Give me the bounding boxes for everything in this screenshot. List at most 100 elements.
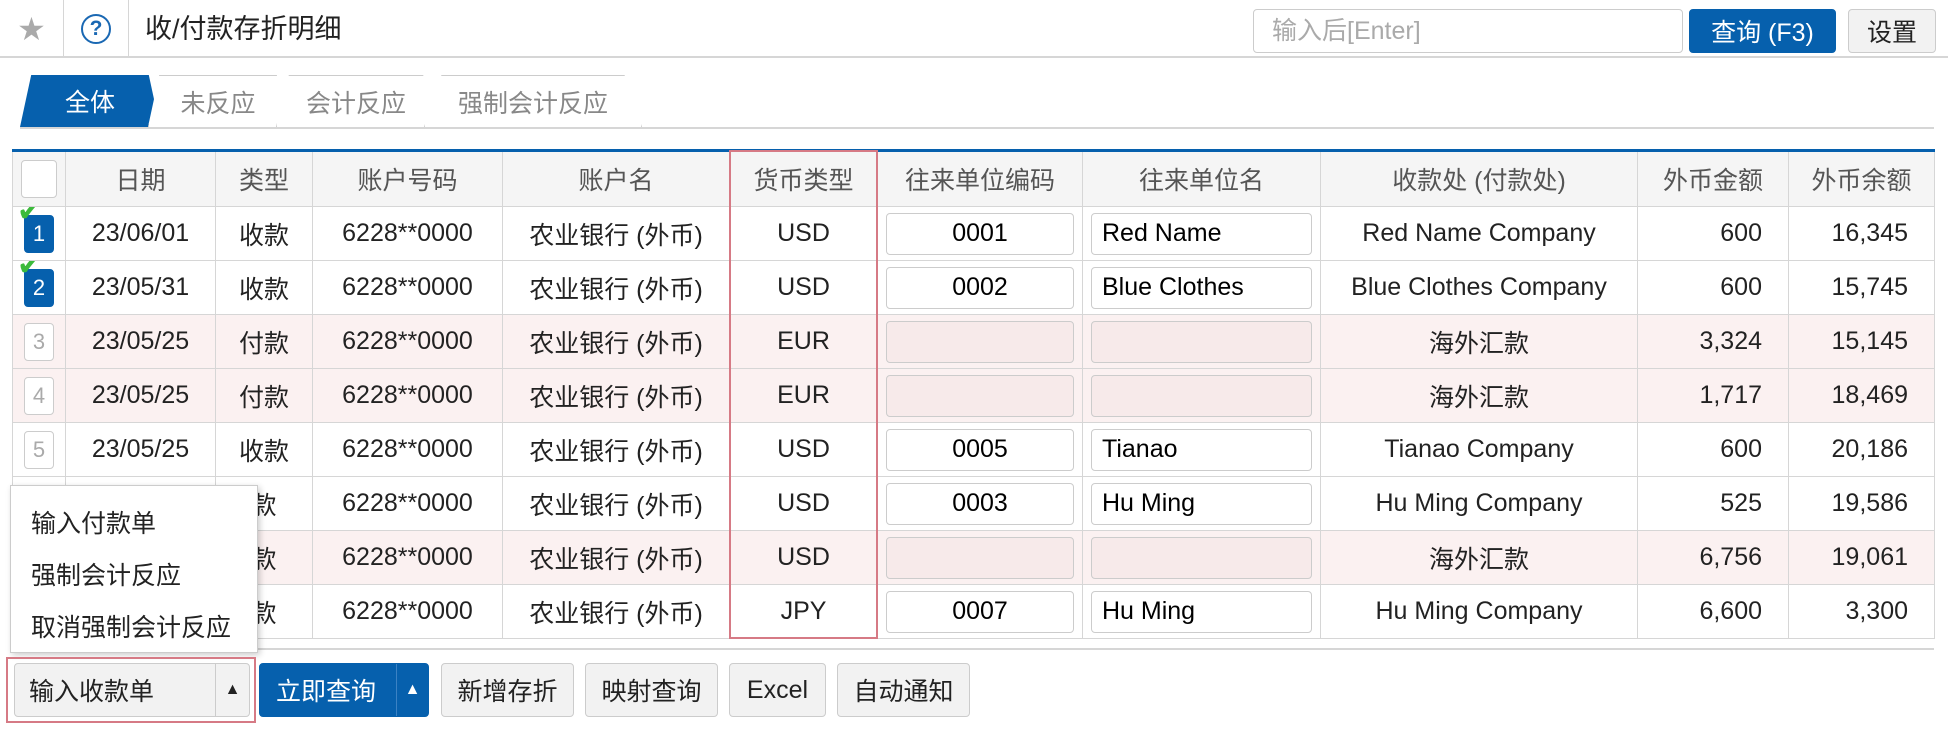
partner-name-input[interactable] xyxy=(1091,428,1312,471)
partner-name-input[interactable] xyxy=(1091,482,1312,525)
row-number-cell[interactable]: 3 xyxy=(12,314,66,369)
table-row[interactable]: 款 6228**0000 农业银行 (外币) USD 海外汇款 6,756 19,061 xyxy=(12,530,1935,585)
partner-code-cell xyxy=(877,476,1083,531)
settings-button[interactable]: 设置 xyxy=(1848,9,1936,53)
table-row[interactable]: 4 23/05/25 付款 6228**0000 农业银行 (外币) EUR 海外汇款 1,7… xyxy=(12,368,1935,423)
row-number-cell[interactable]: 4 xyxy=(12,368,66,423)
tab-all[interactable]: 全体 xyxy=(20,75,160,127)
column-header-date[interactable]: 日期 xyxy=(65,150,216,207)
favorite-star-icon[interactable]: ★ xyxy=(0,0,64,58)
account-name-cell: 农业银行 (外币) xyxy=(502,260,730,315)
partner-name-cell xyxy=(1082,476,1321,531)
fx-balance-cell: 20,186 xyxy=(1788,422,1935,477)
menu-item-input-payment[interactable]: 输入付款单 xyxy=(31,510,157,538)
fx-amount-cell: 6,600 xyxy=(1637,584,1789,639)
partner-name-cell xyxy=(1082,422,1321,477)
receipt-button-highlight xyxy=(6,657,256,723)
partner-name-input[interactable] xyxy=(1091,536,1312,579)
top-bar xyxy=(0,0,1948,58)
partner-code-input[interactable] xyxy=(886,374,1074,417)
auto-notify-button[interactable]: 自动通知 xyxy=(837,663,970,717)
select-all-cell[interactable] xyxy=(12,150,66,207)
partner-code-input[interactable] xyxy=(886,266,1074,309)
row-number-cell[interactable]: 1 ✔ xyxy=(12,206,66,261)
partner-name-input[interactable] xyxy=(1091,266,1312,309)
partner-code-input[interactable] xyxy=(886,428,1074,471)
excel-button[interactable]: Excel xyxy=(729,663,826,717)
caret-up-icon[interactable]: ▲ xyxy=(215,664,249,716)
partner-code-input[interactable] xyxy=(886,212,1074,255)
currency-cell: JPY xyxy=(729,584,878,639)
mapping-query-button[interactable]: 映射查询 xyxy=(585,663,718,717)
query-button[interactable]: 查询 (F3) xyxy=(1689,9,1836,53)
tab-unreacted[interactable]: 未反应 xyxy=(148,75,288,127)
menu-item-forced-accounting[interactable]: 强制会计反应 xyxy=(31,562,182,590)
partner-name-cell xyxy=(1082,206,1321,261)
fx-amount-cell: 6,756 xyxy=(1637,530,1789,585)
fx-amount-cell: 525 xyxy=(1637,476,1789,531)
column-header-account-number[interactable]: 账户号码 xyxy=(312,150,503,207)
help-button[interactable]: ? xyxy=(64,0,129,58)
column-header-partner-code[interactable]: 往来单位编码 xyxy=(877,150,1083,207)
table-row[interactable]: 3 23/05/25 付款 6228**0000 农业银行 (外币) EUR 海外汇款 3,3… xyxy=(12,314,1935,369)
page-title: 收/付款存折明细 xyxy=(145,14,342,44)
row-number[interactable]: 1 ✔ xyxy=(17,208,54,253)
partner-code-cell xyxy=(877,584,1083,639)
fx-balance-cell: 15,145 xyxy=(1788,314,1935,369)
row-number-cell[interactable]: 2 ✔ xyxy=(12,260,66,315)
divider xyxy=(20,127,1934,129)
select-all-checkbox[interactable] xyxy=(21,160,57,198)
divider xyxy=(12,648,1934,650)
partner-name-input[interactable] xyxy=(1091,320,1312,363)
query-now-button[interactable]: 立即查询 ▲ xyxy=(259,663,429,717)
account-number-cell: 6228**0000 xyxy=(312,260,503,315)
account-name-cell: 农业银行 (外币) xyxy=(502,476,730,531)
partner-name-input[interactable] xyxy=(1091,212,1312,255)
fx-balance-cell: 18,469 xyxy=(1788,368,1935,423)
column-header-account-name[interactable]: 账户名 xyxy=(502,150,730,207)
type-cell: 收款 xyxy=(215,260,313,315)
partner-code-input[interactable] xyxy=(886,482,1074,525)
caret-up-icon[interactable]: ▲ xyxy=(396,664,428,716)
input-receipt-button[interactable]: 输入收款单 ▲ xyxy=(14,663,250,717)
fx-amount-cell: 1,717 xyxy=(1637,368,1789,423)
query-now-label: 立即查询 xyxy=(276,678,377,706)
partner-name-input[interactable] xyxy=(1091,590,1312,633)
table-header: 日期 类型 账户号码 账户名 货币类型 往来单位编码 往来单位名 收款处 (付款处) 外币金额外… xyxy=(12,150,1935,207)
column-header-fx-amount[interactable]: 外币金额 xyxy=(1637,150,1789,207)
add-passbook-button[interactable]: 新增存折 xyxy=(441,663,574,717)
payee-cell: Red Name Company xyxy=(1320,206,1638,261)
currency-cell: USD xyxy=(729,260,878,315)
partner-code-input[interactable] xyxy=(886,590,1074,633)
search-input[interactable] xyxy=(1253,9,1683,53)
partner-code-input[interactable] xyxy=(886,320,1074,363)
menu-item-cancel-forced-accounting[interactable]: 取消强制会计反应 xyxy=(31,614,232,642)
payee-cell: Hu Ming Company xyxy=(1320,476,1638,531)
partner-name-input[interactable] xyxy=(1091,374,1312,417)
row-number[interactable]: 3 xyxy=(24,322,54,361)
question-icon: ? xyxy=(81,14,111,44)
row-number[interactable]: 2 ✔ xyxy=(17,262,54,307)
column-header-currency[interactable]: 货币类型 xyxy=(729,150,878,207)
account-name-cell: 农业银行 (外币) xyxy=(502,422,730,477)
tab-accounting-reacted[interactable]: 会计反应 xyxy=(276,75,436,127)
column-header-fx-balance[interactable]: 外币余额 xyxy=(1788,150,1935,207)
fx-amount-cell: 600 xyxy=(1637,422,1789,477)
row-number-cell[interactable]: 5 xyxy=(12,422,66,477)
column-header-type[interactable]: 类型 xyxy=(215,150,313,207)
column-header-payee[interactable]: 收款处 (付款处) xyxy=(1320,150,1638,207)
fx-balance-cell: 19,061 xyxy=(1788,530,1935,585)
tab-forced-accounting[interactable]: 强制会计反应 xyxy=(424,75,642,127)
account-name-cell: 农业银行 (外币) xyxy=(502,584,730,639)
row-number[interactable]: 4 xyxy=(24,376,54,415)
account-name-cell: 农业银行 (外币) xyxy=(502,314,730,369)
account-number-cell: 6228**0000 xyxy=(312,314,503,369)
partner-code-input[interactable] xyxy=(886,536,1074,579)
row-number[interactable]: 5 xyxy=(24,430,54,469)
column-header-partner-name[interactable]: 往来单位名 xyxy=(1082,150,1321,207)
